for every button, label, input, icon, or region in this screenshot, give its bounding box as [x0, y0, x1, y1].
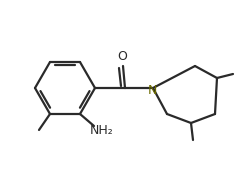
Text: O: O — [117, 49, 127, 62]
Text: NH₂: NH₂ — [90, 124, 114, 137]
Text: N: N — [147, 83, 157, 96]
